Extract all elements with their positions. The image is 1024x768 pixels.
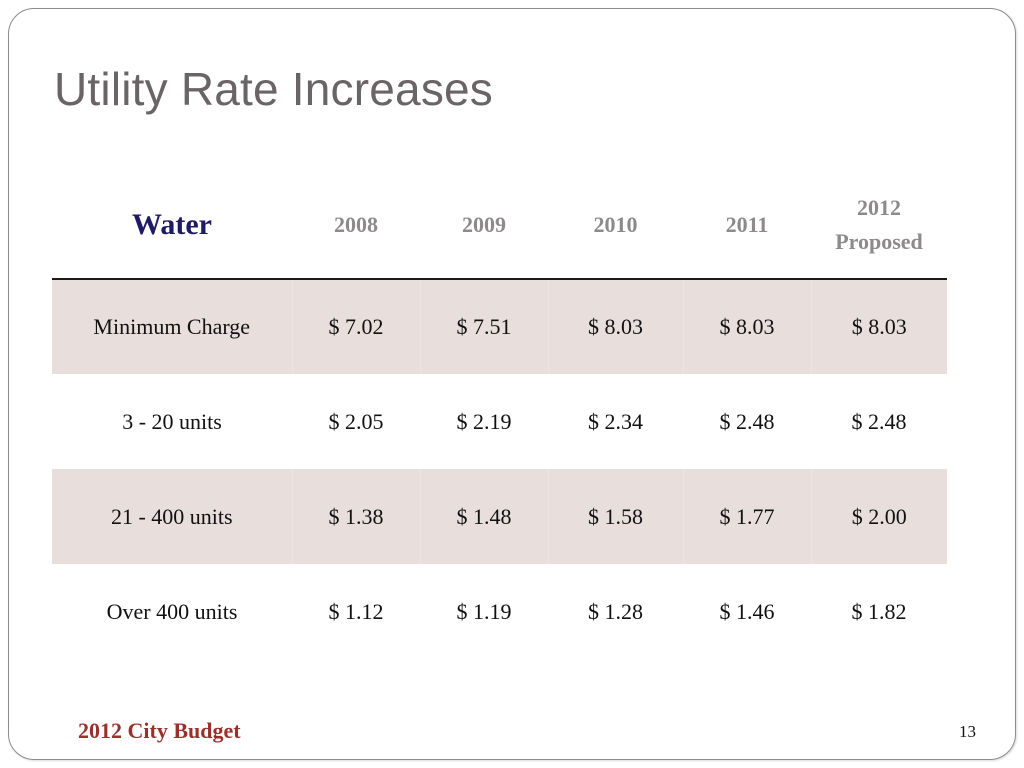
rate-cell: $ 1.19 bbox=[456, 598, 512, 624]
column-header: 2008 bbox=[292, 172, 420, 280]
column-header: 2010 bbox=[548, 172, 683, 280]
rate-cell: $ 8.03 bbox=[682, 279, 811, 374]
rate-cell: $ 8.03 bbox=[547, 279, 683, 374]
rate-cell: $ 7.02 bbox=[291, 279, 420, 374]
page-number: 13 bbox=[959, 722, 976, 741]
row-label: Over 400 units bbox=[106, 598, 238, 624]
row-label: Minimum Charge bbox=[93, 314, 251, 339]
rate-cell: $ 2.34 bbox=[588, 408, 643, 434]
column-header: 2012 Proposed bbox=[811, 172, 947, 280]
rate-cell: $ 1.77 bbox=[682, 469, 811, 564]
column-header: 2011 bbox=[683, 172, 811, 280]
column-header: 2009 bbox=[420, 172, 548, 280]
rate-cell: $ 1.58 bbox=[547, 469, 683, 564]
table-header-row: Water 2008 2009 2010 2011 2012 Proposed bbox=[52, 172, 947, 280]
rate-cell: $ 2.05 bbox=[328, 408, 384, 434]
rate-cell: $ 1.82 bbox=[851, 598, 907, 624]
table-row: Over 400 units $ 1.12 $ 1.19 $ 1.28 $ 1.… bbox=[52, 564, 947, 659]
rate-cell: $ 7.51 bbox=[419, 279, 548, 374]
rate-cell: $ 8.03 bbox=[810, 279, 947, 374]
row-label: 21 - 400 units bbox=[110, 503, 233, 529]
rate-cell: $ 1.48 bbox=[419, 469, 548, 564]
rate-cell: $ 2.48 bbox=[851, 408, 907, 434]
table-row: Minimum Charge $ 7.02 $ 7.51 $ 8.03 $ 8.… bbox=[52, 279, 947, 374]
slide-title: Utility Rate Increases bbox=[54, 63, 493, 115]
slide-frame bbox=[8, 8, 1016, 760]
rate-cell: $ 2.48 bbox=[719, 408, 775, 434]
table-row: 21 - 400 units $ 1.38 $ 1.48 $ 1.58 $ 1.… bbox=[52, 469, 947, 564]
rate-cell: $ 1.38 bbox=[291, 469, 420, 564]
rate-cell: $ 2.00 bbox=[810, 469, 947, 564]
water-rates-table: Water 2008 2009 2010 2011 2012 Proposed … bbox=[52, 172, 947, 659]
corner-label: Water bbox=[52, 172, 292, 280]
rate-cell: $ 1.28 bbox=[588, 598, 643, 624]
footer-label: 2012 City Budget bbox=[78, 718, 241, 743]
table-row: 3 - 20 units $ 2.05 $ 2.19 $ 2.34 $ 2.48… bbox=[52, 374, 947, 469]
rate-cell: $ 1.46 bbox=[719, 598, 775, 624]
rate-cell: $ 2.19 bbox=[456, 408, 512, 434]
row-label: 3 - 20 units bbox=[122, 408, 222, 434]
rate-cell: $ 1.12 bbox=[328, 598, 384, 624]
